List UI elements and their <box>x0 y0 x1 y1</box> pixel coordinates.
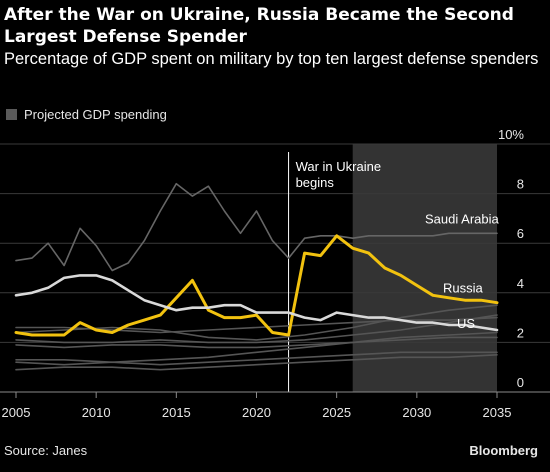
war-annotation-text: War in Ukraine <box>296 159 381 174</box>
source-note: Source: Janes <box>4 443 88 458</box>
x-tick-label: 2035 <box>483 405 512 420</box>
series-line-saudi-arabia <box>15 182 498 272</box>
series-label-saudi-arabia: Saudi Arabia <box>425 211 499 226</box>
chart-title: After the War on Ukraine, Russia Became … <box>4 5 514 47</box>
y-tick-label: 2 <box>517 325 524 340</box>
series-line-other-6 <box>15 331 498 349</box>
y-tick-label: 0 <box>517 375 524 390</box>
y-tick-label: 10% <box>498 127 524 142</box>
x-tick-label: 2020 <box>242 405 271 420</box>
x-tick-label: 2025 <box>322 405 351 420</box>
series-line-other-7 <box>15 336 498 364</box>
series-label-russia: Russia <box>443 281 484 296</box>
war-annotation-text: begins <box>296 175 335 190</box>
y-tick-label: 6 <box>517 226 524 241</box>
legend-swatch <box>6 109 17 120</box>
series-line-other-8 <box>15 351 498 366</box>
y-tick-label: 4 <box>517 276 524 291</box>
series-line-us <box>14 274 499 332</box>
legend: Projected GDP spending <box>6 107 167 122</box>
series-label-us: US <box>457 316 475 331</box>
x-tick-label: 2030 <box>402 405 431 420</box>
y-tick-label: 8 <box>517 177 524 192</box>
brand-logo: Bloomberg <box>469 443 538 458</box>
series-line-other-9 <box>15 353 498 371</box>
legend-label: Projected GDP spending <box>24 107 167 122</box>
x-tick-label: 2005 <box>2 405 31 420</box>
chart-subtitle: Percentage of GDP spent on military by t… <box>4 50 539 68</box>
series-line-other-4 <box>15 304 498 341</box>
x-tick-label: 2015 <box>162 405 191 420</box>
x-tick-label: 2010 <box>82 405 111 420</box>
series-line-other-5 <box>15 314 498 344</box>
projection-band <box>352 144 497 392</box>
series-line-russia <box>14 234 499 337</box>
